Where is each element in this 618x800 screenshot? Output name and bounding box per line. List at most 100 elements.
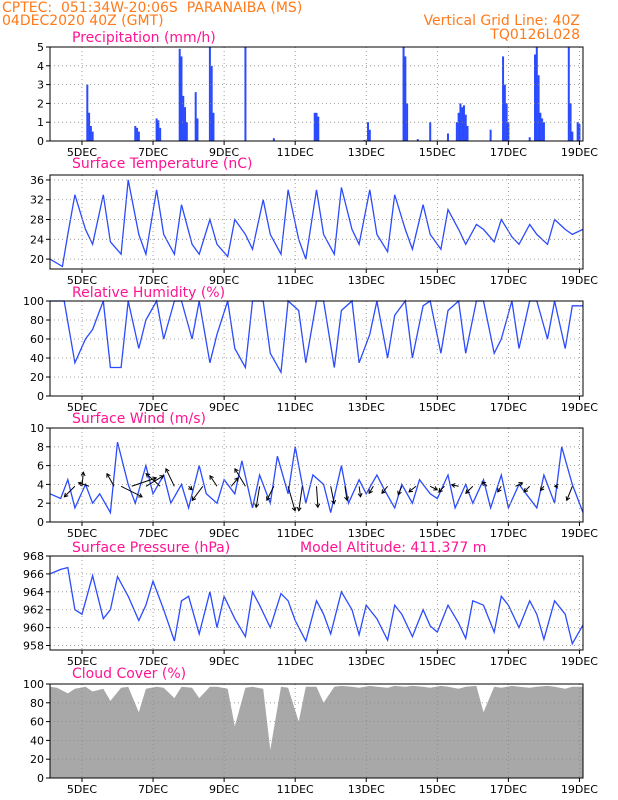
panel-title: Cloud Cover (%) [72, 666, 186, 682]
panel-frame [49, 300, 584, 397]
wind-arrowhead [518, 481, 524, 487]
x-tick-label: 5DEC [67, 655, 97, 668]
wind-vector [408, 485, 417, 493]
precip-bar [489, 129, 492, 141]
wind-arrowhead [266, 496, 271, 502]
y-tick-label: 960 [23, 622, 44, 635]
y-tick-label: 1 [37, 116, 44, 129]
series-line [50, 299, 583, 375]
wind-arrowhead [77, 481, 83, 487]
wind-arrowhead [165, 467, 170, 473]
x-tick-label: 5DEC [67, 274, 97, 287]
wind-arrowhead [291, 506, 297, 512]
y-tick-label: 0 [37, 516, 44, 529]
wind-vector [191, 485, 204, 501]
wind-vector [381, 485, 388, 494]
wind-vector [230, 477, 239, 487]
precip-bar [157, 120, 160, 141]
wind-vector [330, 486, 335, 504]
wind-vector [120, 485, 143, 498]
wind-arrowhead [234, 467, 239, 473]
series-line [49, 179, 584, 268]
wind-arrowhead [138, 493, 143, 498]
x-tick-label: 15DEC [419, 274, 456, 287]
x-tick-label: 9DEC [209, 401, 239, 414]
y-tick-label: 100 [23, 678, 44, 691]
x-tick-label: 15DEC [419, 783, 456, 796]
x-tick-label: 15DEC [419, 401, 456, 414]
x-tick-label: 11DEC [277, 783, 314, 796]
wind-arrowhead [80, 471, 86, 477]
panel-title: Surface Temperature (nC) [72, 156, 253, 172]
precip-bar [576, 122, 579, 141]
x-tick-label: 15DEC [419, 655, 456, 668]
y-tick-label: 3 [37, 79, 44, 92]
precip-bar [313, 112, 316, 141]
wind-vector [429, 485, 438, 491]
y-tick-label: 2 [37, 97, 44, 110]
x-tick-label: 7DEC [138, 146, 168, 159]
wind-arrowhead [523, 487, 529, 493]
x-tick-label: 7DEC [138, 527, 168, 540]
x-tick-label: 7DEC [138, 401, 168, 414]
x-tick-label: 17DEC [490, 274, 527, 287]
wind-arrowhead [331, 499, 337, 505]
y-tick-label: 60 [30, 716, 44, 729]
precip-bar [404, 56, 407, 141]
precip-bar [528, 137, 531, 141]
precip-bar [137, 131, 140, 141]
wind-vector [515, 482, 523, 487]
x-tick-label: 13DEC [348, 655, 385, 668]
precip-bar [208, 47, 211, 141]
y-tick-label: 5 [37, 41, 44, 54]
wind-arrowhead [344, 496, 349, 502]
precip-bar [457, 112, 460, 141]
wind-arrowhead [254, 503, 260, 509]
y-tick-label: 958 [23, 640, 44, 653]
wind-vector [451, 484, 459, 487]
x-tick-label: 9DEC [209, 783, 239, 796]
series-line [49, 441, 584, 515]
y-tick-label: 80 [30, 697, 44, 710]
wind-arrowhead [234, 477, 239, 482]
wind-vector [266, 486, 275, 501]
precip-bar [446, 133, 449, 141]
precip-bar [462, 105, 465, 141]
precip-bar [196, 118, 199, 141]
x-tick-label: 11DEC [277, 401, 314, 414]
x-tick-label: 17DEC [490, 146, 527, 159]
precip-bar [466, 125, 469, 141]
y-tick-label: 968 [23, 550, 44, 563]
y-tick-label: 8 [37, 441, 44, 454]
y-tick-label: 966 [23, 568, 44, 581]
panel-title: Precipitation (mm/h) [72, 30, 216, 46]
wind-vector [287, 486, 296, 511]
series-line [49, 566, 584, 646]
wind-arrowhead [481, 481, 487, 487]
wind-arrowhead [408, 487, 414, 493]
wind-vector [298, 486, 303, 511]
precip-bar [182, 95, 185, 141]
precip-bar [212, 112, 215, 141]
y-tick-label: 40 [30, 734, 44, 747]
y-tick-label: 20 [30, 253, 44, 266]
wind-vector [358, 486, 362, 497]
wind-vector [397, 486, 403, 495]
header-grid-note: Vertical Grid Line: 40Z [423, 13, 580, 29]
x-tick-label: 5DEC [67, 527, 97, 540]
y-tick-label: 80 [30, 314, 44, 327]
x-tick-label: 9DEC [209, 655, 239, 668]
x-tick-label: 15DEC [419, 527, 456, 540]
wind-vector [344, 486, 348, 501]
precip-bar [184, 107, 187, 141]
x-tick-label: 9DEC [209, 527, 239, 540]
precip-bar [455, 122, 458, 141]
precip-bar [88, 112, 91, 141]
precip-bar [429, 122, 432, 141]
x-tick-label: 7DEC [138, 655, 168, 668]
precip-bar [402, 47, 405, 141]
wind-arrowhead [188, 485, 193, 491]
x-tick-label: 15DEC [419, 146, 456, 159]
precip-bar [136, 127, 139, 141]
